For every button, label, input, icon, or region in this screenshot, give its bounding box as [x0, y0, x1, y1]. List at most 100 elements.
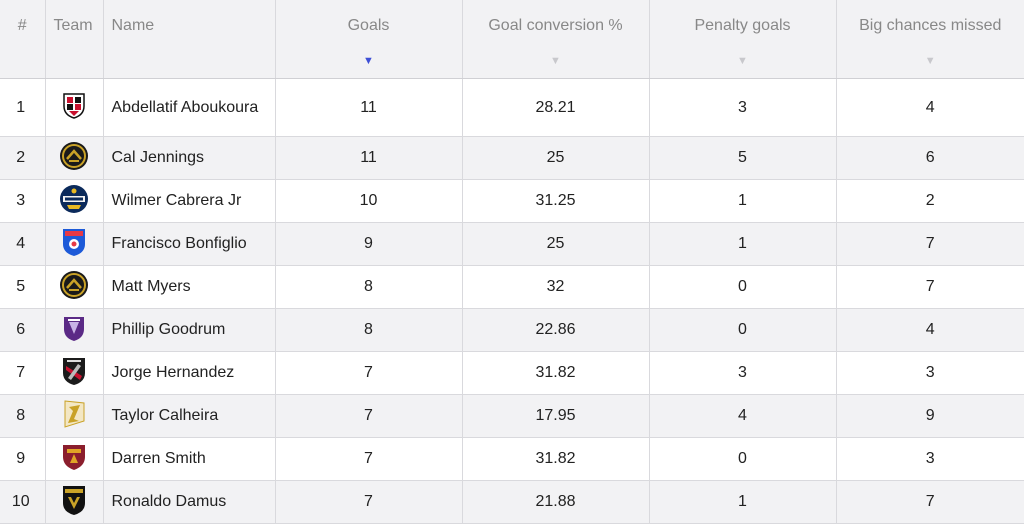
- sort-icon[interactable]: ▼: [550, 55, 561, 67]
- goals-cell: 7: [275, 394, 463, 438]
- header-rank: #: [0, 0, 46, 79]
- penalty-goals-cell: 0: [649, 308, 837, 352]
- rank-cell: 9: [0, 437, 46, 481]
- penalty-goals-cell: 5: [649, 136, 837, 180]
- player-name-cell[interactable]: Matt Myers: [103, 265, 276, 309]
- table-row[interactable]: 10 Ronaldo Damus 7 21.88 1 7: [0, 480, 1024, 524]
- table-row[interactable]: 8 Taylor Calheira 7 17.95 4 9: [0, 394, 1024, 438]
- penalty-goals-cell: 4: [649, 394, 837, 438]
- rank-cell: 10: [0, 480, 46, 524]
- header-goal-conversion[interactable]: Goal conversion % ▼: [462, 0, 650, 79]
- sort-desc-active-icon[interactable]: ▼: [363, 55, 374, 67]
- penalty-goals-cell: 1: [649, 480, 837, 524]
- player-name-cell[interactable]: Taylor Calheira: [103, 394, 276, 438]
- goal-conversion-cell: 25: [462, 222, 650, 266]
- team-cell: [45, 136, 104, 180]
- team-cell: [45, 179, 104, 223]
- goals-cell: 11: [275, 136, 463, 180]
- team-cell: [45, 480, 104, 524]
- sort-icon[interactable]: ▼: [924, 55, 936, 67]
- table-row[interactable]: 7 Jorge Hernandez 7 31.82 3 3: [0, 351, 1024, 395]
- table-row[interactable]: 5 Matt Myers 8 32 0 7: [0, 265, 1024, 309]
- goals-cell: 10: [275, 179, 463, 223]
- team-cell: [45, 265, 104, 309]
- table-row[interactable]: 1 Abdellatif Aboukoura 11 28.21 3 4: [0, 78, 1024, 137]
- goal-conversion-cell: 22.86: [462, 308, 650, 352]
- big-chances-missed-cell: 4: [836, 78, 1024, 137]
- goals-cell: 7: [275, 351, 463, 395]
- goal-conversion-cell: 31.82: [462, 351, 650, 395]
- big-chances-missed-cell: 4: [836, 308, 1024, 352]
- penalty-goals-cell: 1: [649, 222, 837, 266]
- penalty-goals-cell: 1: [649, 179, 837, 223]
- player-name-cell[interactable]: Darren Smith: [103, 437, 276, 481]
- penalty-goals-cell: 3: [649, 351, 837, 395]
- maroon-gold-shield-crest-icon: [61, 443, 87, 476]
- table-row[interactable]: 6 Phillip Goodrum 8 22.86 0 4: [0, 308, 1024, 352]
- goals-cell: 8: [275, 308, 463, 352]
- rank-cell: 6: [0, 308, 46, 352]
- goal-conversion-cell: 32: [462, 265, 650, 309]
- big-chances-missed-cell: 9: [836, 394, 1024, 438]
- header-penalty-goals[interactable]: Penalty goals ▼: [649, 0, 837, 79]
- miami-shield-icon: [62, 227, 86, 262]
- goals-cell: 11: [275, 78, 463, 137]
- big-chances-missed-cell: 7: [836, 222, 1024, 266]
- goal-conversion-cell: 21.88: [462, 480, 650, 524]
- team-cell: [45, 222, 104, 266]
- team-cell: [45, 351, 104, 395]
- penalty-goals-cell: 3: [649, 78, 837, 137]
- big-chances-missed-cell: 7: [836, 480, 1024, 524]
- rank-cell: 2: [0, 136, 46, 180]
- big-chances-missed-cell: 7: [836, 265, 1024, 309]
- rank-cell: 8: [0, 394, 46, 438]
- table-row[interactable]: 4 Francisco Bonfiglio 9 25 1 7: [0, 222, 1024, 266]
- red-black-shield-crest-icon: [63, 91, 85, 124]
- player-name-cell[interactable]: Ronaldo Damus: [103, 480, 276, 524]
- goal-conversion-cell: 31.25: [462, 179, 650, 223]
- sort-icon[interactable]: ▼: [737, 55, 748, 67]
- team-cell: [45, 437, 104, 481]
- rank-cell: 3: [0, 179, 46, 223]
- big-chances-missed-cell: 3: [836, 437, 1024, 481]
- goals-cell: 8: [275, 265, 463, 309]
- penalty-goals-cell: 0: [649, 265, 837, 309]
- goal-conversion-cell: 31.82: [462, 437, 650, 481]
- table-row[interactable]: 3 Wilmer Cabrera Jr 10 31.25 1 2: [0, 179, 1024, 223]
- player-name-cell[interactable]: Jorge Hernandez: [103, 351, 276, 395]
- player-name-cell[interactable]: Wilmer Cabrera Jr: [103, 179, 276, 223]
- table-header-row: # Team Name Goals ▼ Goal conversion % ▼ …: [0, 0, 1024, 79]
- table-row[interactable]: 2 Cal Jennings 11 25 5 6: [0, 136, 1024, 180]
- rank-cell: 7: [0, 351, 46, 395]
- black-red-shield-crest-icon: [62, 356, 86, 391]
- team-cell: [45, 394, 104, 438]
- black-gold-circle-crest-icon: [59, 141, 89, 176]
- locomotive-badge-icon: [59, 184, 89, 219]
- legion-shield-icon: [62, 484, 86, 521]
- goal-conversion-cell: 25: [462, 136, 650, 180]
- header-big-chances-missed[interactable]: Big chances missed ▼: [836, 0, 1024, 79]
- player-name-cell[interactable]: Francisco Bonfiglio: [103, 222, 276, 266]
- player-name-cell[interactable]: Phillip Goodrum: [103, 308, 276, 352]
- player-name-cell[interactable]: Abdellatif Aboukoura: [103, 78, 276, 137]
- rank-cell: 1: [0, 78, 46, 137]
- goal-conversion-cell: 28.21: [462, 78, 650, 137]
- header-team: Team: [45, 0, 104, 79]
- gold-flag-crest-icon: [62, 399, 86, 434]
- player-name-cell[interactable]: Cal Jennings: [103, 136, 276, 180]
- goal-conversion-cell: 17.95: [462, 394, 650, 438]
- black-gold-circle-crest-icon: [59, 270, 89, 305]
- header-goals[interactable]: Goals ▼: [275, 0, 463, 79]
- big-chances-missed-cell: 6: [836, 136, 1024, 180]
- purple-shield-crest-icon: [63, 314, 85, 347]
- rank-cell: 4: [0, 222, 46, 266]
- rank-cell: 5: [0, 265, 46, 309]
- header-name: Name: [103, 0, 276, 79]
- goals-cell: 9: [275, 222, 463, 266]
- table-row[interactable]: 9 Darren Smith 7 31.82 0 3: [0, 437, 1024, 481]
- team-cell: [45, 78, 104, 137]
- goals-cell: 7: [275, 480, 463, 524]
- big-chances-missed-cell: 3: [836, 351, 1024, 395]
- penalty-goals-cell: 0: [649, 437, 837, 481]
